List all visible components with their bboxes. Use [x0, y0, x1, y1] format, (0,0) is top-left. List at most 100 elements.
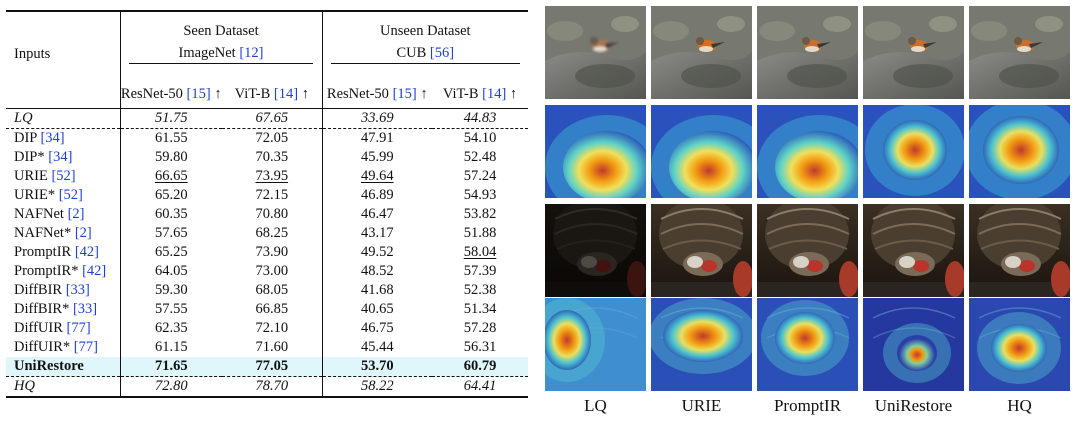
bird-heatmap-urie [651, 105, 752, 198]
col-header-seen-vit: ViT-B [14] ↑ [222, 80, 323, 109]
results-table: Inputs Seen Dataset Unseen Dataset Image… [6, 10, 529, 398]
row-value: 57.39 [463, 263, 497, 280]
row-value: 64.05 [154, 263, 188, 280]
row-value: 65.20 [154, 187, 188, 204]
table-row: DIP [34] 61.55 72.05 47.91 54.10 [6, 128, 529, 148]
row-method-name: UniRestore [6, 357, 121, 377]
table-row: DIP* [34] 59.80 70.35 45.99 52.48 [6, 148, 528, 167]
row-value: 51.34 [463, 301, 497, 318]
row-value: 57.24 [463, 168, 497, 185]
row-value: 46.75 [360, 320, 394, 337]
row-value: 67.65 [222, 108, 323, 129]
row-value: 49.64 [360, 168, 394, 185]
row-method-name: DiffUIR [77] [6, 319, 121, 338]
row-value: 59.80 [154, 149, 188, 166]
table-row: URIE [52] 66.65 73.95 49.64 57.24 [6, 167, 528, 186]
figure-column-label: LQ [584, 396, 607, 415]
bird-photo-lq [545, 6, 646, 99]
row-method-name: LQ [6, 108, 121, 129]
bird-photo-urie [651, 6, 752, 99]
row-method-name: DiffBIR [33] [6, 281, 121, 300]
table-row: NAFNet* [2] 57.65 68.25 43.17 51.88 [6, 224, 528, 243]
row-method-name: PromptIR* [42] [6, 262, 121, 281]
row-value: 46.89 [360, 187, 394, 204]
feeder-photo-promptir [757, 204, 858, 297]
table-row: PromptIR* [42] 64.05 73.00 48.52 57.39 [6, 262, 528, 281]
bird-heatmap-hq [969, 105, 1070, 198]
row-value: 57.28 [463, 320, 497, 337]
row-method-name: HQ [6, 376, 121, 398]
row-value: 72.80 [120, 376, 222, 398]
row-value: 73.90 [222, 243, 323, 262]
row-value: 49.52 [360, 244, 394, 261]
row-value: 59.30 [154, 282, 188, 299]
bird-photo-promptir [757, 6, 858, 99]
row-value: 72.05 [222, 128, 323, 148]
figure-column-label: PromptIR [773, 396, 842, 415]
figure-column-label: HQ [1007, 396, 1032, 415]
table-row: NAFNet [2] 60.35 70.80 46.47 53.82 [6, 205, 528, 224]
seen-dataset-header: Seen Dataset [120, 10, 323, 44]
table-row: URIE* [52] 65.20 72.15 46.89 54.93 [6, 186, 528, 205]
row-value: 60.35 [154, 206, 188, 223]
row-value: 68.25 [222, 224, 323, 243]
row-value: 72.15 [222, 186, 323, 205]
bird-heatmap-promptir [757, 105, 858, 198]
row-value: 51.75 [120, 108, 222, 129]
row-value: 56.31 [463, 339, 497, 356]
row-value: 68.05 [222, 281, 323, 300]
inputs-header: Inputs [6, 10, 121, 80]
row-value: 47.91 [322, 128, 433, 148]
row-value: 52.38 [463, 282, 497, 299]
table-row: HQ 72.80 78.70 58.22 64.41 [6, 376, 529, 398]
table-row: DiffBIR [33] 59.30 68.05 41.68 52.38 [6, 281, 528, 300]
bird-photo-unirestore [863, 6, 964, 99]
row-method-name: NAFNet [2] [6, 205, 121, 224]
table-row: DiffUIR [77] 62.35 72.10 46.75 57.28 [6, 319, 528, 338]
table-row: PromptIR [42] 65.25 73.90 49.52 58.04 [6, 243, 528, 262]
row-value: 45.99 [360, 149, 394, 166]
row-value: 58.04 [463, 244, 497, 261]
row-value: 41.68 [360, 282, 394, 299]
table-row: LQ 51.75 67.65 33.69 44.83 [6, 108, 529, 129]
table-row: DiffBIR* [33] 57.55 66.85 40.65 51.34 [6, 300, 528, 319]
row-method-name: DiffBIR* [33] [6, 300, 121, 319]
bird-heatmap-lq [545, 105, 646, 198]
row-method-name: PromptIR [42] [6, 243, 121, 262]
feeder-heatmap-urie [651, 298, 752, 391]
row-value: 73.00 [222, 262, 323, 281]
row-value: 33.69 [322, 108, 433, 129]
table-row: UniRestore 71.65 77.05 53.70 60.79 [6, 357, 529, 377]
row-value: 78.70 [222, 376, 323, 398]
row-value: 71.65 [120, 357, 222, 377]
row-value: 53.70 [322, 357, 433, 377]
figure-column-label: URIE [681, 396, 722, 415]
col-header-unseen-resnet: ResNet-50 [15] ↑ [326, 85, 428, 102]
feeder-heatmap-hq [969, 298, 1070, 391]
row-method-name: DIP [34] [6, 128, 121, 148]
row-value: 54.10 [432, 128, 529, 148]
row-value: 64.41 [432, 376, 529, 398]
col-header-seen-resnet: ResNet-50 [15] ↑ [120, 85, 222, 102]
row-value: 57.55 [154, 301, 188, 318]
row-value: 52.48 [463, 149, 497, 166]
row-value: 46.47 [360, 206, 394, 223]
visual-comparison-grid [545, 6, 1075, 396]
row-method-name: NAFNet* [2] [6, 224, 121, 243]
row-value: 77.05 [222, 357, 323, 377]
row-method-name: URIE [52] [6, 167, 121, 186]
row-value: 73.95 [222, 167, 323, 186]
bird-heatmap-unirestore [863, 105, 964, 198]
row-value: 60.79 [432, 357, 529, 377]
row-value: 44.83 [432, 108, 529, 129]
row-value: 61.15 [154, 339, 188, 356]
feeder-heatmap-lq [545, 298, 646, 391]
figure-column-label: UniRestore [874, 396, 953, 415]
table-row: DiffUIR* [77] 61.15 71.60 45.44 56.31 [6, 338, 528, 357]
row-method-name: URIE* [52] [6, 186, 121, 205]
bird-photo-hq [969, 6, 1070, 99]
row-value: 48.52 [360, 263, 394, 280]
row-value: 72.10 [222, 319, 323, 338]
row-value: 53.82 [463, 206, 497, 223]
row-value: 65.25 [154, 244, 188, 261]
